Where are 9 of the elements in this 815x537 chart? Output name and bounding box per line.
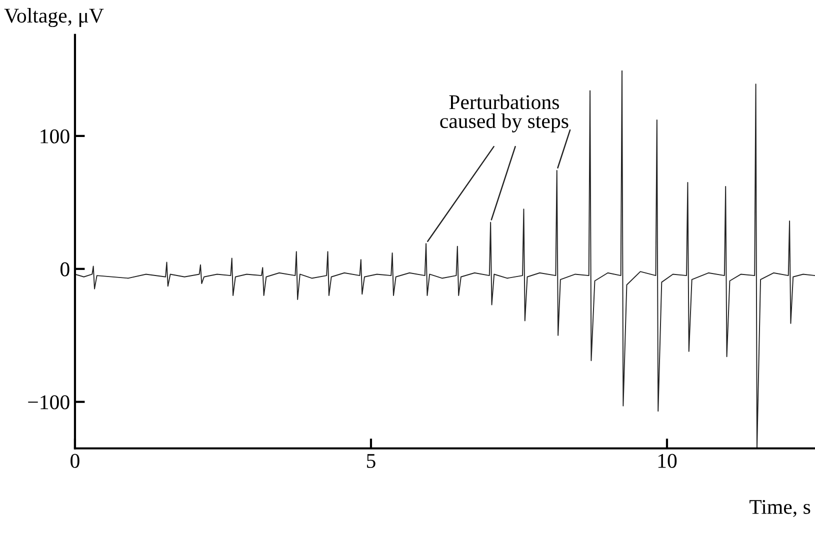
y-axis-title: Voltage, μV	[4, 8, 104, 28]
x-tick-label: 10	[658, 454, 677, 468]
y-tick-label: −100	[28, 395, 70, 410]
x-tick-label: 5	[366, 454, 376, 468]
y-tick-label: 0	[60, 262, 70, 276]
x-axis-title: Time, s	[750, 500, 810, 517]
y-tick-label: 100	[40, 129, 70, 144]
x-tick-label: 0	[70, 454, 80, 468]
annotation: Perturbations caused by steps	[440, 94, 568, 132]
